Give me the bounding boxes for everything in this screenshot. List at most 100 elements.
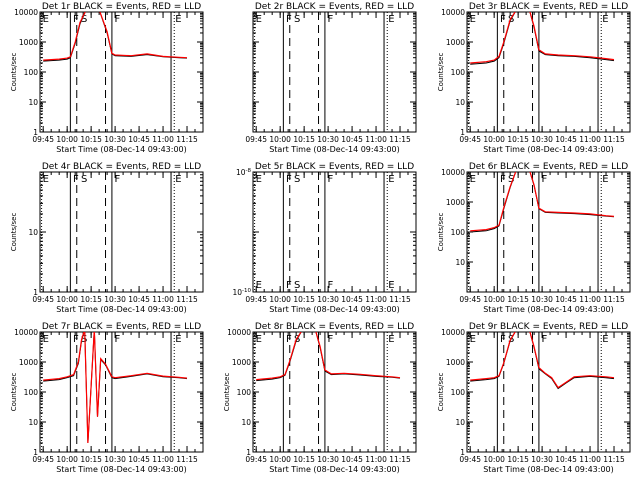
y-tick-label: 1 bbox=[33, 448, 38, 457]
y-tick-label: 10-8 bbox=[236, 168, 252, 177]
event-marker-label: E bbox=[256, 14, 262, 25]
event-marker-label: E bbox=[256, 334, 262, 345]
plot-frame bbox=[466, 331, 631, 453]
y-axis-label: Counts/sec bbox=[10, 373, 18, 412]
event-marker-label: E bbox=[388, 14, 394, 25]
y-tick-label: 1000 bbox=[232, 358, 251, 367]
event-marker-label: E bbox=[175, 334, 181, 345]
event-marker-label: E bbox=[470, 14, 476, 25]
x-tick-label: 10:45 bbox=[128, 455, 150, 464]
x-tick-label: 10:45 bbox=[341, 455, 363, 464]
event-marker-label: F bbox=[542, 334, 548, 345]
chart-title: Det 7r BLACK = Events, RED = LLD bbox=[42, 322, 201, 332]
x-tick-label: 11:15 bbox=[389, 295, 411, 304]
lld-series-line bbox=[470, 332, 615, 389]
y-tick-label: 1 bbox=[460, 448, 465, 457]
event-marker-label: E bbox=[470, 174, 476, 185]
y-tick-label: 10 bbox=[241, 418, 251, 427]
x-tick-label: 09:45 bbox=[245, 295, 267, 304]
event-marker-label: E bbox=[470, 334, 476, 345]
series-group bbox=[256, 332, 401, 382]
event-marker-label: S bbox=[508, 174, 514, 185]
events-series-line bbox=[470, 12, 615, 65]
x-tick-label: 10:15 bbox=[507, 295, 529, 304]
x-tick-label: 09:45 bbox=[245, 455, 267, 464]
event-marker-label-bottom: F bbox=[286, 280, 292, 291]
chart-panel-5: Det 5r BLACK = Events, RED = LLD10-1010-… bbox=[232, 162, 417, 314]
y-axis-label: Counts/sec bbox=[437, 373, 445, 412]
x-axis-label: Start Time (08-Dec-14 09:43:00) bbox=[56, 465, 187, 474]
x-tick-label: 11:15 bbox=[176, 295, 198, 304]
y-tick-label: 10 bbox=[455, 98, 465, 107]
series-group bbox=[470, 332, 615, 390]
x-tick-label: 11:15 bbox=[389, 455, 411, 464]
y-tick-label: 10 bbox=[28, 418, 38, 427]
y-tick-label: 100 bbox=[451, 68, 466, 77]
y-tick-label-base: 10 bbox=[232, 288, 242, 297]
y-tick-label: 1000 bbox=[19, 38, 38, 47]
x-tick-label: 10:30 bbox=[104, 455, 126, 464]
event-marker-label: F bbox=[328, 14, 334, 25]
event-marker-label: E bbox=[388, 334, 394, 345]
chart-panel-1: Det 1r BLACK = Events, RED = LLD 1 10 100 10… bbox=[10, 2, 204, 154]
event-marker-label-bottom: E bbox=[256, 280, 262, 291]
event-marker-label-bottom: S bbox=[294, 280, 300, 291]
x-tick-label: 09:45 bbox=[32, 295, 54, 304]
y-tick-label: 1000 bbox=[19, 358, 38, 367]
chart-panel-3: Det 3r BLACK = Events, RED = LLD 1 10 100 10… bbox=[437, 2, 631, 154]
x-tick-label: 10:15 bbox=[507, 135, 529, 144]
x-axis-label: Start Time (08-Dec-14 09:43:00) bbox=[269, 305, 400, 314]
event-marker-label: F bbox=[73, 14, 79, 25]
y-tick-label: 1000 bbox=[446, 358, 465, 367]
event-marker-label: E bbox=[602, 334, 608, 345]
lld-series-line bbox=[43, 332, 188, 444]
x-tick-label: 11:00 bbox=[579, 455, 601, 464]
event-marker-label: F bbox=[73, 174, 79, 185]
series-group bbox=[43, 332, 188, 444]
plot-frame bbox=[39, 11, 204, 133]
x-tick-label: 09:45 bbox=[459, 295, 481, 304]
y-tick-label: 10 bbox=[28, 98, 38, 107]
events-series-line bbox=[470, 172, 615, 233]
y-tick-label: 10 bbox=[455, 418, 465, 427]
y-tick-label: 10000 bbox=[14, 8, 38, 17]
series-group bbox=[470, 172, 615, 233]
y-tick-label: 1 bbox=[460, 128, 465, 137]
chart-title: Det 8r BLACK = Events, RED = LLD bbox=[255, 322, 414, 332]
x-tick-label: 10:30 bbox=[531, 295, 553, 304]
event-marker-label: S bbox=[294, 174, 300, 185]
x-tick-label: 11:00 bbox=[152, 455, 174, 464]
event-marker-label: F bbox=[286, 174, 292, 185]
event-marker-label: E bbox=[602, 174, 608, 185]
event-marker-label: F bbox=[500, 14, 506, 25]
x-tick-label: 09:45 bbox=[32, 455, 54, 464]
event-marker-label: F bbox=[500, 174, 506, 185]
event-marker-label: F bbox=[73, 334, 79, 345]
x-tick-label: 11:00 bbox=[365, 295, 387, 304]
x-tick-label: 10:00 bbox=[56, 295, 78, 304]
x-tick-label: 10:00 bbox=[483, 135, 505, 144]
x-tick-label: 09:45 bbox=[32, 135, 54, 144]
x-tick-label: 11:00 bbox=[152, 295, 174, 304]
chart-title: Det 5r BLACK = Events, RED = LLD bbox=[255, 162, 414, 172]
y-tick-label: 1 bbox=[33, 288, 38, 297]
chart-title: Det 3r BLACK = Events, RED = LLD bbox=[469, 2, 628, 12]
event-marker-label: E bbox=[43, 334, 49, 345]
y-axis-label: Counts/sec bbox=[437, 213, 445, 252]
x-tick-label: 10:45 bbox=[128, 135, 150, 144]
event-marker-label: E bbox=[175, 174, 181, 185]
x-tick-label: 10:15 bbox=[293, 135, 315, 144]
x-tick-label: 11:15 bbox=[603, 295, 625, 304]
event-marker-label: E bbox=[256, 174, 262, 185]
event-marker-label: E bbox=[175, 14, 181, 25]
plot-frame bbox=[252, 11, 417, 133]
lld-series-line bbox=[470, 12, 615, 64]
plot-frame bbox=[39, 171, 204, 293]
plot-frame bbox=[252, 171, 417, 293]
event-marker-label: S bbox=[81, 174, 87, 185]
y-tick-label: 1 bbox=[33, 128, 38, 137]
y-tick-label: 10000 bbox=[227, 328, 251, 337]
y-tick-label: 100 bbox=[451, 228, 466, 237]
y-tick-label: 10 bbox=[455, 258, 465, 267]
